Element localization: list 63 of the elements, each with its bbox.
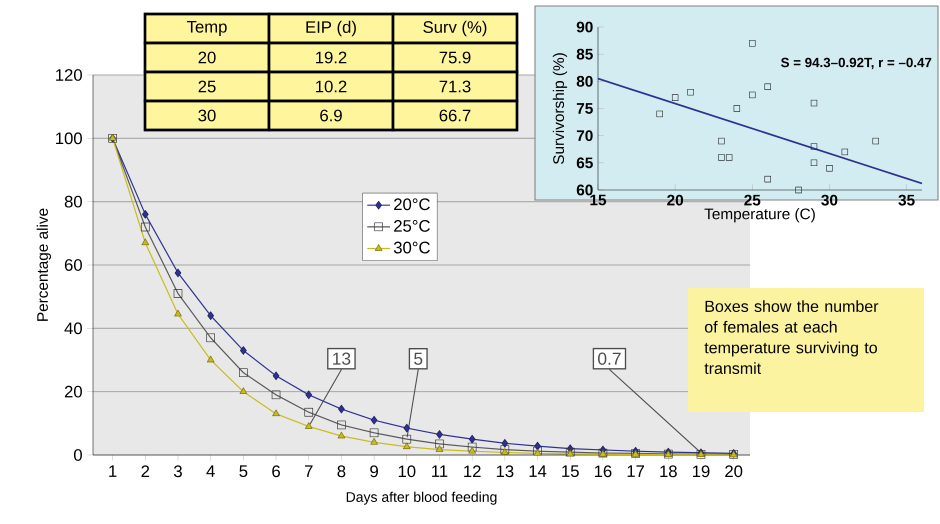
x-tick-label: 8: [338, 465, 346, 478]
x-tick-label: 35: [898, 194, 915, 206]
x-axis-title: Temperature (C): [704, 208, 815, 222]
x-tick-label: 6: [272, 465, 280, 478]
y-tick-label: 20: [64, 386, 82, 398]
data-label: 71.3: [440, 80, 470, 92]
x-tick-label: 16: [594, 465, 612, 478]
y-axis-title: Temp: [187, 21, 227, 36]
x-tick-label: 4: [206, 465, 215, 477]
x-tick-label: 2: [142, 465, 150, 478]
x-axis-title: Days after blood feeding: [346, 492, 496, 505]
legend-label: 25°C: [394, 220, 430, 232]
annotation: S = 94.3–0.92T, r = –0.47: [781, 58, 932, 70]
y-tick-label: 25: [198, 80, 216, 92]
x-tick-label: Surv (%): [423, 20, 486, 36]
y-tick-label: 85: [576, 48, 593, 60]
y-tick-label: 20: [198, 52, 216, 64]
annotation: 5: [414, 352, 422, 365]
data-label: 6.9: [320, 110, 342, 122]
y-tick-label: 70: [576, 130, 593, 142]
x-tick-label: 14: [530, 465, 546, 477]
data-label: 66.7: [440, 110, 470, 122]
y-tick-label: 100: [56, 132, 82, 144]
x-tick-label: 9: [370, 465, 378, 478]
x-tick-label: 15: [562, 465, 579, 478]
x-tick-label: 13: [496, 465, 514, 478]
x-tick-label: EIP (d): [306, 20, 356, 36]
y-tick-label: 65: [576, 157, 593, 168]
x-tick-label: 11: [432, 465, 448, 477]
y-tick-label: 80: [576, 76, 593, 87]
data-label: 10.2: [316, 80, 346, 92]
y-tick-label: 120: [56, 69, 82, 81]
annotation: 13: [333, 352, 350, 365]
y-tick-label: 75: [576, 103, 593, 114]
annotation: 0.7: [598, 352, 621, 365]
data-label: 19.2: [316, 52, 346, 64]
y-tick-label: 80: [64, 196, 82, 208]
annotation: Boxes show the number of females at each temperature surviving to transmit: [704, 300, 878, 374]
x-tick-label: 5: [239, 465, 248, 478]
x-tick-label: 20: [725, 465, 742, 478]
y-tick-label: 40: [64, 322, 82, 334]
x-tick-label: 17: [628, 465, 644, 477]
y-tick-label: 60: [576, 184, 593, 196]
x-tick-label: 30: [821, 194, 838, 206]
x-tick-label: 25: [744, 194, 760, 206]
x-tick-label: 3: [174, 465, 182, 478]
legend-label: 20°C: [394, 198, 430, 210]
x-tick-label: 20: [667, 194, 684, 206]
y-axis-title: Percentage alive: [36, 208, 51, 321]
x-tick-label: 18: [660, 465, 677, 478]
y-tick-label: 30: [198, 110, 216, 122]
x-tick-label: 1: [109, 465, 116, 477]
y-tick-label: 0: [74, 449, 82, 461]
x-tick-label: 10: [398, 465, 416, 478]
y-axis-title: Survivorship (%): [552, 53, 568, 164]
x-tick-label: 12: [464, 465, 481, 478]
x-tick-label: 15: [590, 194, 606, 206]
x-tick-label: 19: [692, 465, 710, 478]
y-tick-label: 90: [576, 22, 593, 32]
x-tick-label: 7: [304, 465, 313, 477]
y-tick-label: 60: [64, 259, 82, 271]
data-label: 75.9: [440, 52, 470, 64]
legend-label: 30°C: [394, 242, 430, 254]
